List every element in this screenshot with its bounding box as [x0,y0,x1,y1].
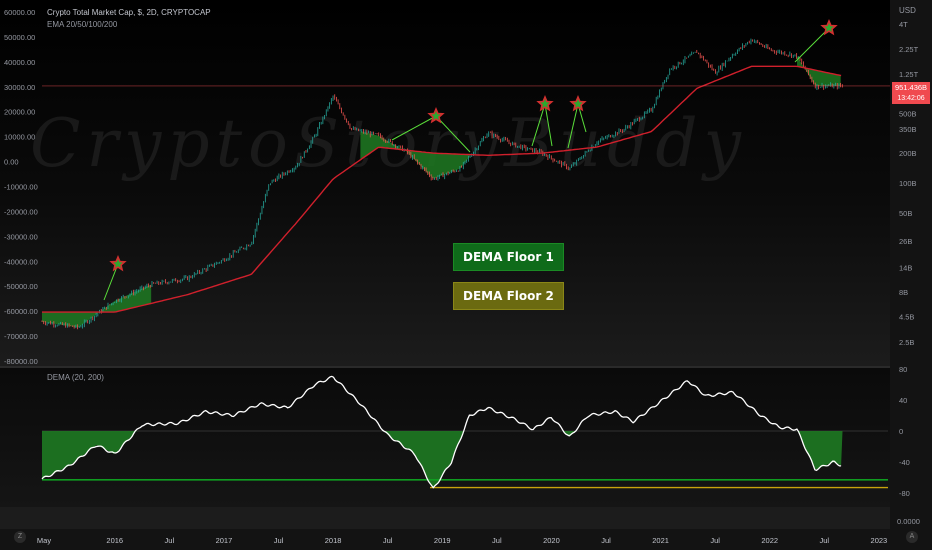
bearish-fill-area [42,284,152,328]
time-axis-label: 2018 [325,536,342,545]
left-axis-tick: -40000.00 [4,257,38,266]
time-axis-label: May [37,536,51,545]
bearish-fill-area [360,131,470,179]
auto-scale-button[interactable]: A [906,531,918,543]
oscillator-title[interactable]: DEMA (20, 200) [47,373,104,382]
time-axis-label: Jul [601,536,611,545]
price-axis-tick: 4.5B [899,313,914,322]
bar-countdown-tag: 13:42:06 [892,93,930,104]
signal-star-marker [569,94,587,112]
oscillator-axis-tick: -80 [899,489,910,498]
pane-divider[interactable] [0,366,932,368]
oscillator-axis-tick: -40 [899,458,910,467]
left-axis-tick: -50000.00 [4,282,38,291]
price-axis-tick: 200B [899,149,917,158]
time-axis-label: 2017 [216,536,233,545]
price-axis-tick: 500B [899,110,917,119]
oscillator-axis-tick: 0 [899,427,903,436]
star-connector-line [531,103,546,147]
left-axis-tick: 0.00 [4,158,19,167]
signal-star-marker [820,18,838,36]
dema-floor-2-label: DEMA Floor 2 [453,282,564,310]
price-axis-tick: 14B [899,264,912,273]
time-axis-label: 2022 [761,536,778,545]
oscillator-axis-tick: 80 [899,365,907,374]
left-axis-tick: 40000.00 [4,58,35,67]
ema-line [42,65,842,313]
price-axis-tick: 50B [899,209,912,218]
signal-star-marker [427,106,445,124]
signal-star-marker [109,254,127,272]
price-axis-tick: 8B [899,288,908,297]
time-axis-label: Jul [710,536,720,545]
star-connector-line [435,115,471,153]
price-axis-tick: 2.5B [899,338,914,347]
left-axis-tick: 10000.00 [4,133,35,142]
left-axis-tick: 20000.00 [4,108,35,117]
oscillator-axis-tick: 40 [899,396,907,405]
last-price-tag: 951.436B [892,82,930,93]
price-axis-tick: 4T [899,20,908,29]
star-connector-line [567,103,579,149]
time-axis-label: Jul [274,536,284,545]
left-axis-tick: -30000.00 [4,232,38,241]
star-connector-line [391,115,437,141]
legend-symbol-title[interactable]: Crypto Total Market Cap, $, 2D, CRYPTOCA… [47,8,211,17]
left-axis-tick: -60000.00 [4,307,38,316]
bottom-strip [0,507,932,529]
time-axis-label: Jul [820,536,830,545]
left-axis-tick: -20000.00 [4,207,38,216]
time-axis-label: Jul [492,536,502,545]
time-axis-label: 2016 [106,536,123,545]
left-axis-tick: -80000.00 [4,357,38,366]
time-axis-label: 2021 [652,536,669,545]
price-axis-tick: 350B [899,125,917,134]
time-axis-label: 2020 [543,536,560,545]
time-axis[interactable] [0,529,932,550]
bottom-pane-value: 0.0000 [897,517,920,526]
price-axis-tick: 1.25T [899,70,919,79]
left-axis-tick: 60000.00 [4,8,35,17]
time-axis-label: Jul [383,536,393,545]
time-axis-label: 2019 [434,536,451,545]
star-connector-line [103,263,119,301]
time-axis-label: 2023 [871,536,888,545]
left-axis-tick: 30000.00 [4,83,35,92]
zoom-button[interactable]: Z [14,531,26,543]
price-axis-tick: 26B [899,237,912,246]
left-axis-tick: 50000.00 [4,33,35,42]
time-axis-label: Jul [165,536,175,545]
star-connector-line [544,103,553,147]
oscillator-negative-fill [42,431,843,489]
currency-label: USD [899,6,916,15]
left-axis-tick: -10000.00 [4,183,38,192]
dema-line [41,375,842,489]
star-connector-line [794,27,830,63]
dema-floor-1-label: DEMA Floor 1 [453,243,564,271]
oscillator-pane [0,367,932,507]
signal-star-marker [536,94,554,112]
price-axis-tick: 100B [899,179,917,188]
left-axis-tick: -70000.00 [4,332,38,341]
price-axis-tick: 2.25T [899,45,919,54]
legend-ema-indicator[interactable]: EMA 20/50/100/200 [47,20,118,29]
